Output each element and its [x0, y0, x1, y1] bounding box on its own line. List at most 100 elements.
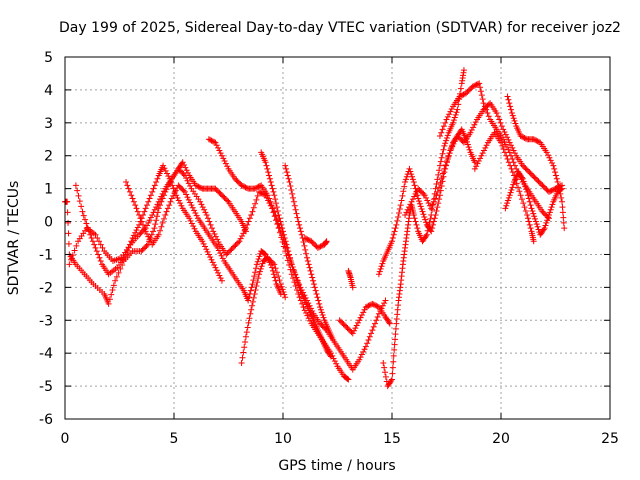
- data-point-interp: [190, 223, 197, 230]
- data-point: [280, 228, 286, 235]
- data-point-interp: [424, 197, 431, 204]
- data-point-interp: [552, 172, 559, 179]
- data-point-interp: [382, 369, 389, 376]
- data-point: [112, 277, 119, 284]
- data-point: [476, 80, 483, 87]
- data-point-interp: [548, 204, 555, 211]
- data-point-interp: [314, 294, 321, 301]
- data-point-interp: [436, 196, 443, 203]
- data-point-interp: [313, 290, 320, 297]
- data-point-interp: [94, 235, 101, 241]
- data-point-interp: [483, 142, 490, 149]
- data-point: [301, 235, 308, 241]
- data-point: [129, 195, 136, 202]
- data-point-interp: [545, 152, 552, 159]
- data-point-interp: [169, 182, 176, 189]
- data-point-interp: [261, 250, 268, 257]
- data-point-interp: [160, 215, 167, 222]
- data-point-interp: [531, 213, 538, 220]
- data-point-interp: [418, 206, 425, 213]
- data-point-interp: [133, 227, 140, 234]
- data-point-interp: [484, 109, 491, 116]
- data-point-interp: [341, 322, 348, 329]
- data-point: [539, 182, 546, 189]
- data-point: [543, 149, 550, 156]
- data-point: [295, 218, 302, 225]
- data-point-interp: [283, 241, 290, 248]
- data-point-interp: [195, 183, 202, 190]
- data-point: [238, 360, 245, 367]
- data-point-interp: [300, 238, 307, 245]
- series-sat-f: [258, 149, 334, 360]
- data-point-interp: [473, 163, 480, 170]
- data-point-interp: [339, 319, 346, 326]
- data-point-interp: [547, 188, 554, 195]
- data-point: [212, 185, 219, 192]
- data-point-interp: [292, 271, 299, 278]
- data-point-interp: [285, 248, 292, 255]
- data-point-interp: [527, 202, 534, 209]
- data-point-interp: [304, 312, 311, 319]
- data-point-interp: [189, 204, 196, 211]
- data-point-interp: [318, 309, 325, 316]
- data-point: [251, 185, 258, 192]
- x-tick-label: 5: [170, 431, 179, 447]
- data-point-interp: [408, 171, 415, 178]
- data-point-interp: [416, 186, 423, 193]
- data-point-interp: [266, 172, 273, 179]
- data-point-interp: [549, 186, 556, 193]
- data-point-interp: [255, 183, 262, 190]
- data-point: [478, 152, 485, 159]
- data-point-interp: [254, 184, 261, 191]
- data-point: [432, 185, 439, 192]
- data-point-interp: [401, 183, 408, 190]
- data-point-interp: [435, 171, 442, 178]
- data-point-interp: [547, 206, 554, 213]
- data-point-interp: [183, 167, 190, 174]
- data-point-interp: [312, 242, 319, 249]
- data-point: [469, 83, 476, 90]
- data-point-interp: [250, 294, 257, 301]
- data-point-interp: [498, 123, 505, 130]
- data-point-interp: [278, 283, 285, 290]
- data-point-interp: [291, 269, 298, 276]
- data-point-interp: [165, 173, 172, 180]
- data-point-interp: [287, 183, 294, 190]
- data-point: [282, 294, 289, 301]
- series-sat-j: [336, 300, 393, 337]
- x-tick-label: 10: [274, 431, 292, 447]
- data-point-interp: [399, 192, 406, 199]
- data-point-interp: [382, 373, 389, 380]
- data-point: [210, 228, 217, 235]
- data-point-interp: [140, 245, 147, 252]
- data-point-interp: [263, 162, 270, 169]
- data-point-interp: [91, 241, 98, 248]
- data-point: [327, 353, 334, 360]
- data-point: [269, 264, 276, 271]
- data-point-interp: [267, 198, 274, 205]
- data-point-interp: [437, 187, 444, 194]
- data-point: [256, 271, 263, 278]
- data-point-interp: [507, 189, 514, 196]
- data-point-interp: [227, 247, 234, 254]
- data-point-interp: [392, 325, 399, 332]
- data-point: [345, 376, 352, 383]
- data-point-interp: [389, 235, 396, 241]
- data-point-interp: [551, 165, 558, 172]
- data-point-interp: [292, 283, 299, 290]
- data-point-interp: [141, 225, 148, 232]
- data-point-interp: [184, 194, 191, 201]
- data-point-interp: [273, 269, 280, 276]
- data-point-interp: [275, 273, 282, 280]
- data-point-interp: [128, 238, 135, 245]
- data-point: [79, 208, 86, 215]
- data-point: [247, 310, 254, 317]
- data-point-interp: [421, 213, 428, 220]
- data-point-interp: [442, 140, 449, 147]
- data-point: [386, 320, 393, 327]
- data-point-interp: [508, 186, 515, 193]
- data-point: [242, 333, 249, 340]
- data-point-interp: [407, 201, 414, 208]
- data-point: [251, 290, 258, 297]
- data-point: [519, 175, 526, 182]
